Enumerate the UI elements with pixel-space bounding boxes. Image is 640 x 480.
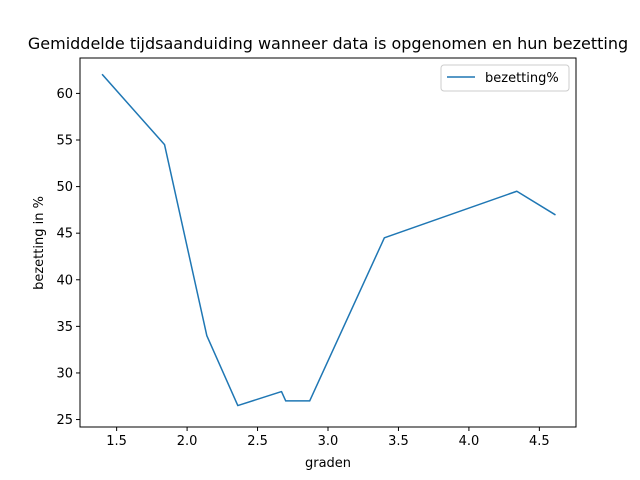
y-tick-label: 30 bbox=[56, 366, 73, 381]
x-tick-label: 3.0 bbox=[318, 434, 339, 449]
x-tick-label: 1.5 bbox=[106, 434, 127, 449]
x-tick-label: 3.5 bbox=[388, 434, 409, 449]
y-tick-label: 60 bbox=[56, 87, 73, 102]
y-tick-label: 45 bbox=[56, 227, 73, 242]
y-tick-label: 55 bbox=[56, 134, 73, 149]
y-axis-label: bezetting in % bbox=[32, 196, 47, 290]
x-axis-ticks: 1.5 2.0 2.5 3.0 3.5 4.0 4.5 bbox=[106, 427, 550, 449]
y-tick-label: 50 bbox=[56, 180, 73, 195]
y-tick-label: 35 bbox=[56, 320, 73, 335]
legend: bezetting% bbox=[440, 64, 570, 92]
y-tick-label: 40 bbox=[56, 273, 73, 288]
legend-box bbox=[440, 64, 570, 92]
x-tick-label: 2.5 bbox=[247, 434, 268, 449]
plot-area-frame bbox=[79, 57, 577, 428]
x-tick-label: 4.0 bbox=[459, 434, 480, 449]
series-layer bbox=[101, 73, 556, 407]
y-tick-label: 25 bbox=[56, 413, 73, 428]
legend-label: bezetting% bbox=[485, 71, 559, 86]
x-tick-label: 4.5 bbox=[529, 434, 550, 449]
chart-title: Gemiddelde tijdsaanduiding wanneer data … bbox=[28, 34, 628, 53]
y-axis-ticks: 25 30 35 40 45 50 55 60 bbox=[56, 87, 80, 428]
x-axis-label: graden bbox=[305, 456, 351, 471]
series-line-bezetting bbox=[101, 73, 556, 407]
x-tick-label: 2.0 bbox=[177, 434, 198, 449]
